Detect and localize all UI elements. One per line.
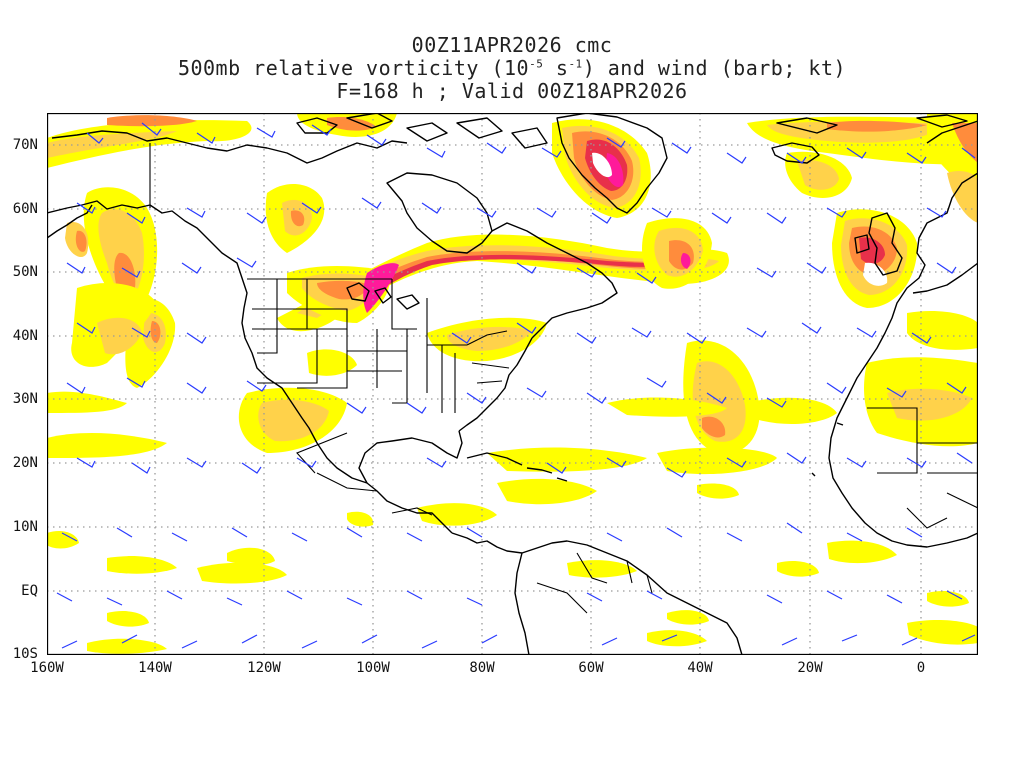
lat-label-40n: 40N	[12, 328, 38, 344]
subtitle-part-b: s	[543, 56, 569, 80]
map-frame	[47, 113, 978, 655]
lat-label-eq: EQ	[21, 583, 38, 599]
lon-label-120w: 120W	[247, 660, 281, 676]
valid-time-line: F=168 h ; Valid 00Z18APR2026	[336, 79, 688, 103]
lat-label-30n: 30N	[12, 391, 38, 407]
lon-label-140w: 140W	[138, 660, 172, 676]
lon-label-40w: 40W	[687, 660, 713, 676]
lat-label-60n: 60N	[12, 201, 38, 217]
lat-label-10n: 10N	[12, 519, 38, 535]
lat-label-10s: 10S	[12, 646, 38, 662]
lat-label-20n: 20N	[12, 455, 38, 471]
lat-label-70n: 70N	[12, 137, 38, 153]
vorticity-map	[47, 113, 978, 655]
vorticity-shading	[47, 113, 978, 654]
lat-label-50n: 50N	[12, 264, 38, 280]
lon-label-60w: 60W	[578, 660, 604, 676]
chart-subtitle: 500mb relative vorticity (10-5 s-1) and …	[0, 57, 1024, 79]
subtitle-exponent-1: -5	[529, 57, 544, 71]
political-boundaries	[149, 143, 978, 614]
coastlines	[47, 113, 978, 655]
wind-barbs	[56, 122, 976, 649]
chart-title: 00Z11APR2026 cmc	[411, 33, 613, 57]
lon-label-0: 0	[916, 660, 926, 676]
graticule	[47, 113, 978, 655]
lon-label-100w: 100W	[356, 660, 390, 676]
lon-label-160w: 160W	[30, 660, 64, 676]
lon-label-80w: 80W	[469, 660, 495, 676]
subtitle-exponent-2: -1	[568, 57, 583, 71]
lon-label-20w: 20W	[797, 660, 823, 676]
subtitle-part-c: ) and wind (barb; kt)	[582, 56, 847, 80]
subtitle-part-a: 500mb relative vorticity (10	[177, 56, 530, 80]
